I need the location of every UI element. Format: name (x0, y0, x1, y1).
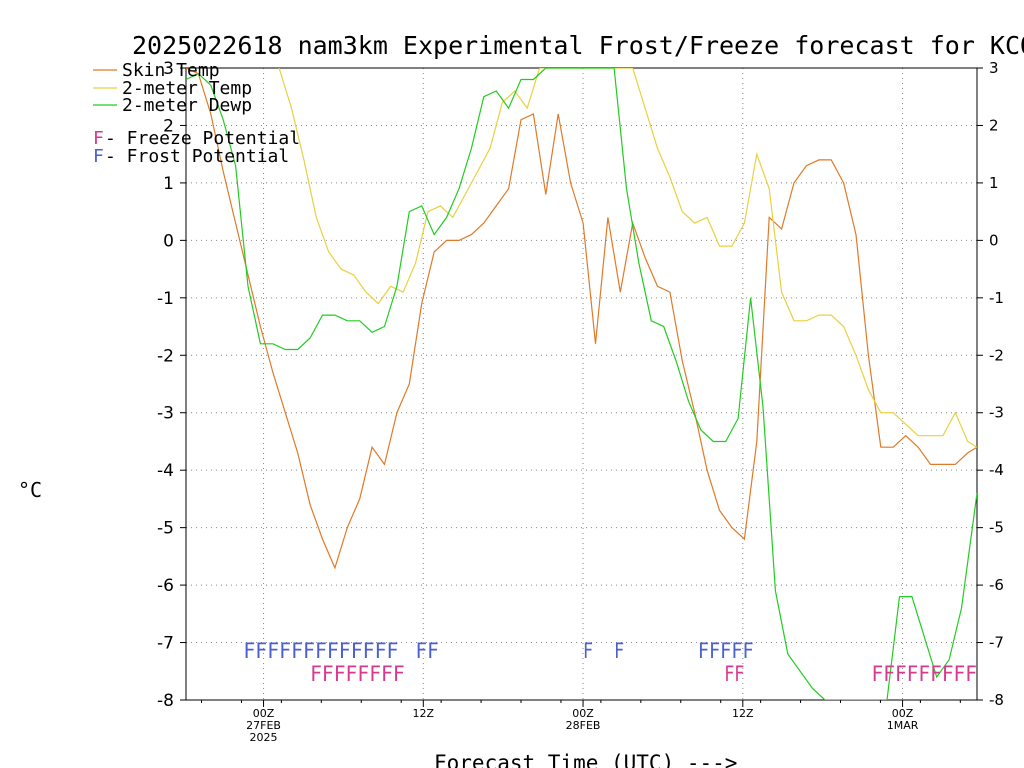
series-line-skin-temp (186, 68, 977, 570)
legend-freeze-letter: F (93, 128, 104, 149)
y-tick-label-left: 0 (163, 231, 174, 251)
legend-label: 2-meter Temp (122, 78, 252, 99)
y-tick-label-left: 1 (163, 174, 174, 194)
x-tick-label: 12Z (732, 707, 754, 720)
freeze-mark: FFFFFFFF (310, 662, 405, 686)
y-tick-label-right: -2 (989, 346, 1004, 364)
y-tick-label-left: -8 (157, 691, 174, 711)
x-tick-date: 28FEB (566, 719, 601, 732)
frost-mark: F (614, 639, 624, 663)
legend-label: 2-meter Dewp (122, 95, 252, 116)
y-tick-label-left: -2 (157, 346, 174, 366)
grid-lines (186, 68, 977, 700)
y-tick-label-right: 0 (989, 231, 999, 249)
x-tick-date: 27FEB (246, 719, 281, 732)
frost-freeze-marks: FFFFFFFFFFFFF FF F F FFFFFFFFFFFFF FF FFFFFFFF… (243, 639, 977, 686)
y-tick-label-right: 3 (989, 59, 999, 77)
y-tick-label-left: -5 (157, 519, 174, 539)
y-tick-label-right: -8 (989, 691, 1004, 709)
y-tick-label-right: -1 (989, 289, 1004, 307)
legend-frost-text: - Frost Potential (105, 146, 289, 167)
x-tick-label: 12Z (413, 707, 435, 720)
chart-title: 2025022618 nam3km Experimental Frost/Fre… (132, 31, 1024, 60)
y-ticks: -8 -8 -7 -7 -6 -6 -5 -5 -4 -4 -3 -3 -2 -2 -1 -1 0 0 1 1 2 2 3 3 (157, 59, 1004, 711)
data-series (186, 68, 977, 700)
y-tick-label-right: 2 (989, 116, 999, 134)
y-tick-label-right: 1 (989, 174, 999, 192)
legend-label: Skin Temp (122, 60, 220, 81)
freeze-mark: FFFFFFFFF (872, 662, 977, 686)
y-tick-label-left: -1 (157, 289, 174, 309)
freeze-mark: FF (724, 662, 744, 686)
x-tick-label: 00Z (572, 707, 594, 720)
y-tick-label-left: -4 (157, 461, 174, 481)
y-tick-label-left: -6 (157, 576, 174, 596)
x-axis-label: Forecast Time (UTC) ---> (434, 751, 737, 768)
y-tick-label-right: -6 (989, 576, 1004, 594)
frost-mark: FF (416, 639, 439, 663)
legend-frost-letter: F (93, 146, 104, 167)
series-line-2-meter-dewp (186, 68, 977, 700)
legend-freeze-text: - Freeze Potential (105, 128, 300, 149)
frost-mark: FFFFF (698, 639, 754, 663)
x-tick-date: 1MAR (887, 719, 919, 732)
y-tick-label-left: 3 (163, 59, 174, 79)
y-tick-label-right: -7 (989, 634, 1004, 652)
y-tick-label-right: -3 (989, 404, 1004, 422)
axes (180, 67, 983, 707)
x-tick-label: 00Z (892, 707, 914, 720)
frost-mark: F (583, 639, 593, 663)
x-tick-year: 2025 (250, 731, 278, 744)
series-line-2-meter-temp (278, 68, 977, 448)
x-tick-label: 00Z (253, 707, 275, 720)
y-tick-label-left: -3 (157, 404, 174, 424)
y-axis-label: °C (18, 478, 42, 502)
y-tick-label-left: 2 (163, 116, 174, 136)
frost-mark: FFFFFFFFFFFFF (243, 639, 398, 663)
y-tick-label-right: -5 (989, 519, 1004, 537)
y-tick-label-left: -7 (157, 634, 174, 654)
y-tick-label-right: -4 (989, 461, 1004, 479)
